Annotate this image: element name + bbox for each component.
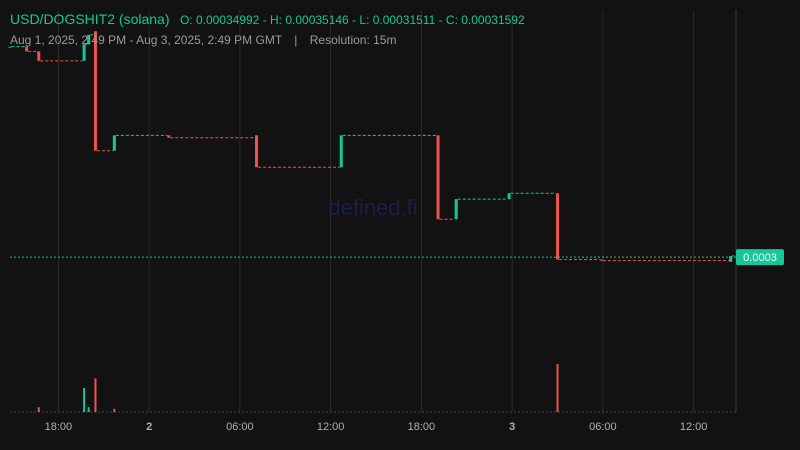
x-tick-label: 3 xyxy=(509,421,515,433)
watermark: defined.fi xyxy=(328,195,417,220)
candle xyxy=(507,193,511,200)
volume-bar xyxy=(113,408,116,412)
x-axis: 18:00 2 06:00 12:00 18:00 3 06:00 12:00 xyxy=(45,421,708,433)
volume-bar xyxy=(37,407,40,412)
chart-header: USD/DOGSHIT2 (solana) O: 0.00034992 - H:… xyxy=(10,11,525,29)
candle xyxy=(87,34,91,45)
candle xyxy=(8,46,12,48)
volume-bar xyxy=(94,378,97,412)
grid-lines xyxy=(10,10,737,413)
x-tick-label: 12:00 xyxy=(317,421,345,433)
candle xyxy=(37,51,41,61)
x-tick-label: 18:00 xyxy=(408,421,436,433)
date-range: Aug 1, 2025, 2:49 PM - Aug 3, 2025, 2:49… xyxy=(10,33,282,47)
candle xyxy=(93,31,97,151)
volume-bar xyxy=(83,388,86,412)
x-tick-label: 06:00 xyxy=(589,421,617,433)
candle xyxy=(729,255,733,262)
ohlc-values: O: 0.00034992 - H: 0.00035146 - L: 0.000… xyxy=(179,13,525,27)
x-tick-label: 2 xyxy=(146,421,152,433)
candle xyxy=(112,135,116,151)
pair-title: USD/DOGSHIT2 (solana) xyxy=(10,11,170,27)
candle xyxy=(167,135,171,138)
volume-bar xyxy=(87,407,90,412)
candles xyxy=(8,31,735,262)
x-tick-label: 06:00 xyxy=(226,421,254,433)
x-tick-label: 12:00 xyxy=(680,421,708,433)
candle xyxy=(436,135,440,220)
candle xyxy=(25,46,29,52)
resolution-label: Resolution: 15m xyxy=(309,33,397,47)
x-tick-label: 18:00 xyxy=(45,421,73,433)
current-price-marker: 0.0003 xyxy=(10,249,784,266)
volume-bars xyxy=(37,364,559,412)
candle xyxy=(339,135,343,168)
candle xyxy=(82,44,86,61)
subheader-separator: | xyxy=(294,33,298,47)
chart-subheader: Aug 1, 2025, 2:49 PM - Aug 3, 2025, 2:49… xyxy=(10,33,396,47)
current-price-badge xyxy=(736,249,784,266)
candle xyxy=(556,193,560,260)
candle xyxy=(454,199,458,220)
volume-bar xyxy=(556,364,559,412)
candle xyxy=(599,259,603,261)
current-price-label: 0.0003 xyxy=(743,252,777,264)
candle xyxy=(255,135,259,168)
